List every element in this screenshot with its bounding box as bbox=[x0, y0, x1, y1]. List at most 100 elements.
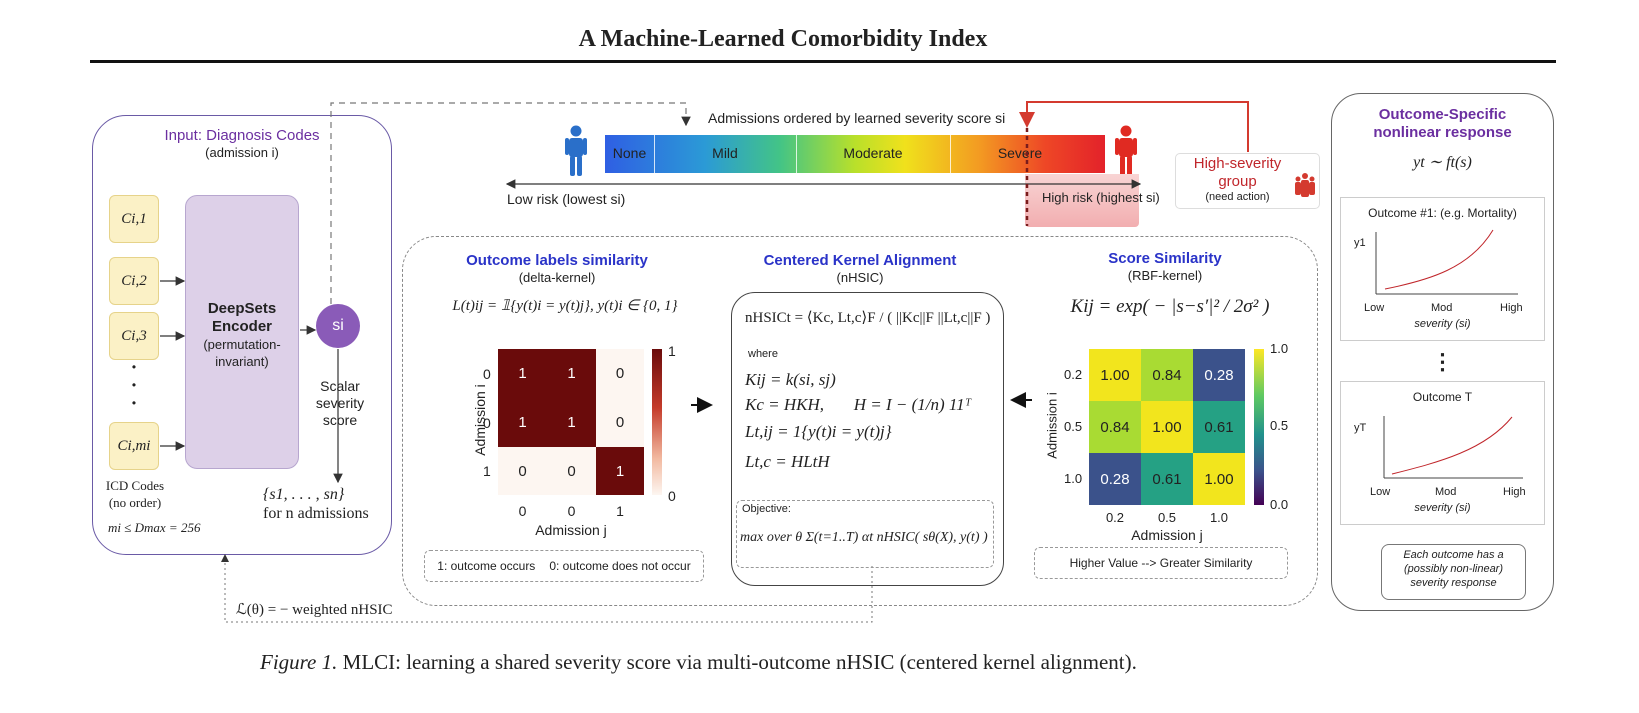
score-note: Higher Value --> Greater Similarity bbox=[1034, 547, 1288, 579]
outcome-row-tick: 0 bbox=[483, 366, 491, 382]
code-cm: Ci,mi bbox=[109, 422, 159, 470]
outcome-colorbar-tick: 0 bbox=[668, 488, 676, 504]
bar-divider-2 bbox=[796, 135, 797, 173]
outcome-panel-title-1: Outcome-Specific bbox=[1378, 106, 1507, 123]
icd-label: ICD Codes bbox=[105, 478, 165, 493]
cka-title: Centered Kernel Alignment bbox=[763, 252, 957, 269]
score-colorbar-tick: 1.0 bbox=[1270, 341, 1289, 356]
outcome-ylabel: Admission i bbox=[472, 384, 488, 456]
bar-divider-3 bbox=[950, 135, 951, 173]
caption-label: Figure 1. bbox=[260, 650, 338, 674]
outcome-heatmap: 1 1 0 1 1 0 0 0 1 bbox=[498, 349, 644, 495]
scalar-line1: Scalar bbox=[320, 378, 360, 394]
outcome-col-tick: 0 bbox=[567, 503, 576, 519]
encoder-line2: Encoder bbox=[211, 318, 272, 335]
max-label: mi ≤ Dmax = 256 bbox=[108, 520, 201, 535]
score-cell: 1.00 bbox=[1089, 349, 1141, 401]
code-c2: Ci,2 bbox=[109, 257, 159, 305]
cka-eq4: Lt,c = HLtH bbox=[745, 452, 830, 471]
score-cell: 1.00 bbox=[1141, 401, 1193, 453]
person-low-icon bbox=[563, 125, 589, 182]
title-rule bbox=[90, 60, 1556, 63]
outcome1-ylabel: y1 bbox=[1354, 237, 1366, 249]
figure-caption: Figure 1. MLCI: learning a shared severi… bbox=[260, 650, 1137, 675]
severity-gradient-bar bbox=[605, 135, 1105, 173]
score-col-tick: 0.2 bbox=[1105, 510, 1125, 525]
score-heatmap: 1.00 0.84 0.28 0.84 1.00 0.61 0.28 0.61 … bbox=[1089, 349, 1245, 505]
group-sub: (need action) bbox=[1205, 191, 1270, 203]
outcome-sim-title: Outcome labels similarity bbox=[466, 252, 648, 269]
cka-eq2: Kc = HKH, H = I − (1/n) 11ᵀ bbox=[745, 395, 972, 414]
score-sim-subtitle: (RBF-kernel) bbox=[1127, 268, 1203, 283]
for-label: for n admissions bbox=[263, 505, 369, 522]
score-colorbar bbox=[1254, 349, 1264, 505]
outcome1-xlabel: severity (si) bbox=[1414, 318, 1471, 330]
score-row-tick: 0.2 bbox=[1064, 367, 1083, 382]
group-title-1: High-severity bbox=[1193, 155, 1282, 172]
outcome1-xtick: Mod bbox=[1431, 302, 1453, 314]
outcome-note-b: 0: outcome does not occur bbox=[549, 559, 691, 573]
score-xlabel: Admission j bbox=[1131, 527, 1203, 543]
outcomeT-plot bbox=[1340, 381, 1545, 525]
outcomeT-title: Outcome T bbox=[1412, 390, 1473, 404]
code-c3: Ci,3 bbox=[109, 312, 159, 360]
outcome1-xtick: High bbox=[1500, 302, 1523, 314]
score-row-tick: 1.0 bbox=[1064, 471, 1083, 486]
score-row-tick: 0.5 bbox=[1064, 419, 1083, 434]
cka-eq1: Kij = k(si, sj) bbox=[745, 370, 836, 389]
cka-objective: max over θ Σ(t=1..T) αt nHSIC( sθ(X), y(… bbox=[740, 530, 988, 545]
outcome-note-a: 1: outcome occurs bbox=[437, 559, 536, 573]
score-colorbar-tick: 0.5 bbox=[1270, 418, 1289, 433]
outcome-col-tick: 1 bbox=[616, 503, 624, 519]
outcome-cell: 1 bbox=[498, 398, 547, 447]
outcome-panel-title-2: nonlinear response bbox=[1373, 124, 1512, 141]
outcome-cell: 1 bbox=[547, 398, 596, 447]
paper-title: A Machine-Learned Comorbidity Index bbox=[578, 26, 988, 52]
code-dot-2: • bbox=[131, 378, 137, 392]
outcome1-title: Outcome #1: (e.g. Mortality) bbox=[1368, 206, 1517, 220]
outcomeT-ylabel: yT bbox=[1354, 422, 1367, 434]
cka-objective-box bbox=[736, 500, 994, 568]
encoder-line4: invariant) bbox=[215, 354, 269, 369]
outcome-colorbar-tick: 1 bbox=[668, 343, 676, 359]
code-c1: Ci,1 bbox=[109, 195, 159, 243]
outcome-panel bbox=[1331, 93, 1554, 611]
outcomeT-xtick: High bbox=[1503, 486, 1526, 498]
scalar-line3: score bbox=[322, 412, 358, 428]
outcome-panel-note bbox=[1381, 544, 1526, 600]
segment-moderate: Moderate bbox=[843, 145, 903, 161]
high-risk-label: High risk (highest si) bbox=[1042, 190, 1160, 205]
score-node: si bbox=[316, 304, 360, 348]
group-people-icon bbox=[1294, 172, 1316, 203]
outcome-cell: 0 bbox=[596, 398, 644, 447]
outcome-cell: 0 bbox=[547, 447, 596, 495]
score-col-tick: 1.0 bbox=[1209, 510, 1229, 525]
score-ylabel: Admission i bbox=[1044, 392, 1060, 459]
segment-severe: Severe bbox=[997, 145, 1043, 161]
bar-divider-1 bbox=[654, 135, 655, 173]
cka-box bbox=[731, 292, 1004, 586]
outcome-colorbar bbox=[652, 349, 662, 495]
outcome-row-tick: 1 bbox=[483, 463, 491, 479]
input-panel-title: Input: Diagnosis Codes bbox=[164, 127, 320, 144]
outcome1-plot bbox=[1340, 197, 1545, 341]
cka-eq3: Lt,ij = 1{y(t)i = y(t)j} bbox=[745, 422, 892, 441]
score-cell: 0.84 bbox=[1141, 349, 1193, 401]
outcomeT-xtick: Low bbox=[1370, 486, 1391, 498]
set-label: {s1, . . . , sn} bbox=[263, 486, 345, 503]
outcomeT-xtick: Mod bbox=[1435, 486, 1457, 498]
low-risk-label: Low risk (lowest si) bbox=[507, 191, 626, 207]
outcome-vdots: ⋮ bbox=[1431, 349, 1454, 374]
outcome-note-2: (possibly non-linear) bbox=[1403, 563, 1504, 575]
score-cell: 1.00 bbox=[1193, 453, 1245, 505]
segment-none: None bbox=[612, 145, 647, 161]
score-cell: 0.61 bbox=[1141, 453, 1193, 505]
outcome-note-1: Each outcome has a bbox=[1403, 549, 1504, 561]
high-severity-group bbox=[1175, 153, 1320, 209]
cka-where: where bbox=[748, 348, 778, 360]
score-col-tick: 0.5 bbox=[1157, 510, 1177, 525]
loss-label: ℒ(θ) = − weighted nHSIC bbox=[236, 602, 393, 618]
outcome-note-3: severity response bbox=[1410, 577, 1497, 589]
cka-objective-label: Objective: bbox=[742, 503, 791, 515]
outcome-row-tick: 0 bbox=[483, 415, 491, 431]
